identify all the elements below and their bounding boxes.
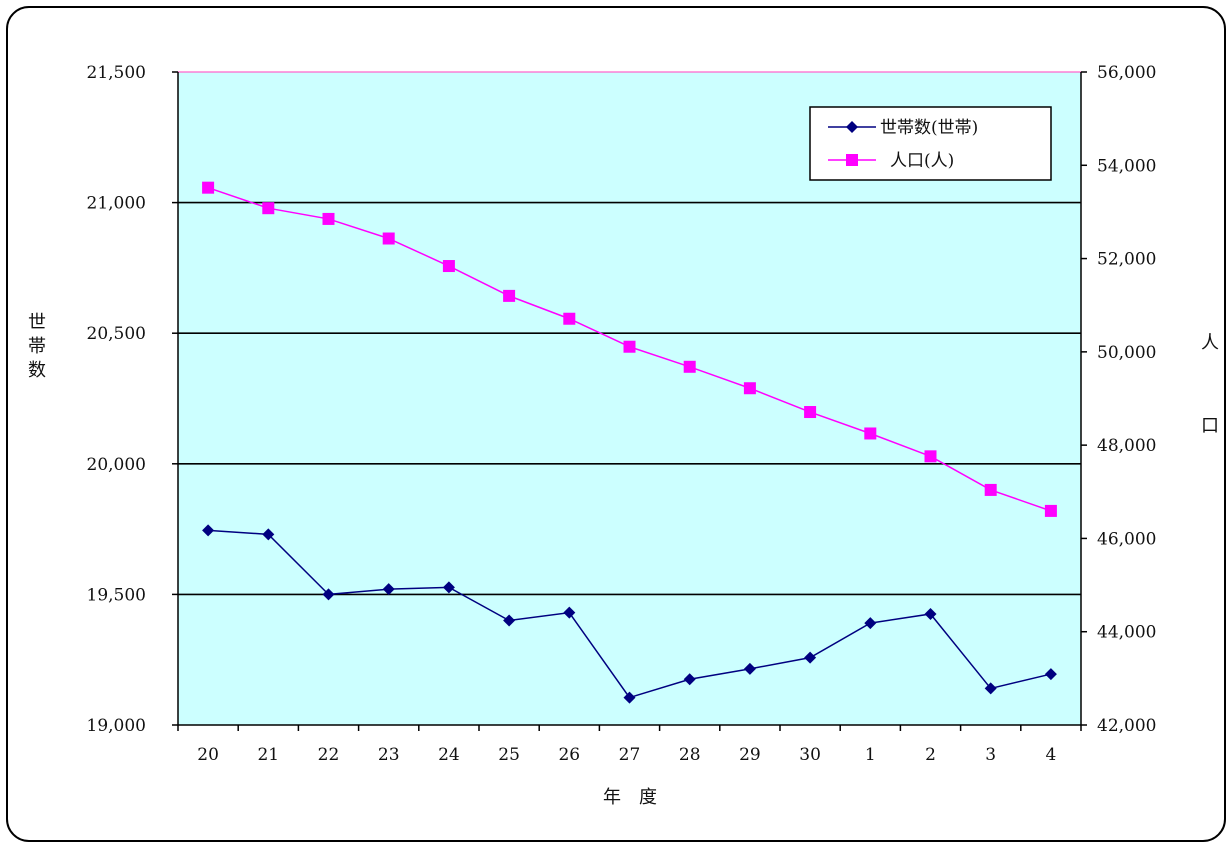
left-tick-label: 20,000 (87, 455, 146, 475)
data-point-households (202, 524, 215, 537)
data-point-population (202, 181, 215, 194)
x-axis-title: 年 度 (603, 787, 657, 808)
data-point-population (864, 427, 877, 440)
x-tick-label: 2 (925, 745, 936, 765)
legend: 世帯数(世帯) 人口(人) (809, 106, 1052, 181)
data-point-households (322, 588, 335, 601)
left-tick-label: 21,000 (87, 194, 146, 214)
x-tick-label: 24 (438, 745, 460, 765)
data-point-households (804, 651, 817, 664)
right-tick-label: 44,000 (1097, 623, 1156, 643)
left-tick-label: 20,500 (87, 324, 146, 344)
series-layer (202, 181, 1057, 704)
x-tick-label: 1 (865, 745, 876, 765)
axes (177, 72, 1082, 726)
right-tick-label: 54,000 (1097, 156, 1156, 176)
x-tick-label: 21 (257, 745, 279, 765)
x-tick-label: 28 (679, 745, 701, 765)
data-point-population (1044, 504, 1057, 517)
data-point-population (804, 406, 817, 419)
data-point-households (743, 662, 756, 675)
data-point-population (503, 289, 516, 302)
x-tick-label: 3 (985, 745, 996, 765)
data-point-population (984, 483, 997, 496)
data-point-households (984, 682, 997, 695)
data-point-population (262, 202, 275, 215)
x-tick-label: 29 (739, 745, 761, 765)
x-tick-label: 26 (558, 745, 580, 765)
x-tick-label: 27 (619, 745, 641, 765)
right-tick-label: 46,000 (1097, 529, 1156, 549)
data-point-population (563, 312, 576, 325)
data-point-population (743, 382, 756, 395)
x-tick-label: 23 (378, 745, 400, 765)
data-point-population (322, 212, 335, 225)
legend-box (809, 106, 1052, 181)
data-point-households (864, 617, 877, 630)
data-point-households (1044, 668, 1057, 681)
legend-marker-population (846, 154, 858, 166)
data-point-households (442, 581, 455, 594)
left-tick-label: 19,000 (87, 716, 146, 736)
right-tick-label: 52,000 (1097, 250, 1156, 270)
right-tick-label: 50,000 (1097, 343, 1156, 363)
x-tick-label: 30 (799, 745, 821, 765)
legend-label-population: 人口(人) (890, 151, 954, 171)
left-tick-label: 21,500 (87, 63, 146, 83)
data-point-population (683, 360, 696, 373)
data-point-population (382, 232, 395, 245)
legend-label-households: 世帯数(世帯) (880, 118, 978, 138)
data-point-households (382, 583, 395, 596)
x-tick-label: 4 (1045, 745, 1056, 765)
data-point-population (623, 340, 636, 353)
right-tick-label: 42,000 (1097, 716, 1156, 736)
left-axis-ticks: 19,000 19,500 20,000 20,500 21,000 21,500 (87, 63, 178, 736)
data-point-households (503, 614, 516, 627)
legend-marker-households (846, 121, 858, 133)
data-point-households (924, 607, 937, 620)
x-tick-label: 20 (197, 745, 219, 765)
left-tick-label: 19,500 (87, 585, 146, 605)
data-point-households (623, 691, 636, 704)
left-axis-title: 世帯数 (28, 312, 46, 381)
right-axis-ticks: 42,000 44,000 46,000 48,000 50,000 52,000 54,0… (1081, 63, 1156, 736)
data-point-households (563, 606, 576, 619)
data-point-population (924, 450, 937, 463)
x-tick-label: 25 (498, 745, 520, 765)
data-point-population (442, 260, 455, 273)
data-point-households (683, 673, 696, 686)
right-tick-label: 48,000 (1097, 436, 1156, 456)
x-tick-label: 22 (318, 745, 340, 765)
data-point-households (262, 528, 275, 541)
right-axis-title: 人口 (1201, 333, 1219, 437)
right-tick-label: 56,000 (1097, 63, 1156, 83)
x-axis-ticks: 20 21 22 23 24 25 26 27 28 29 30 1 2 3 4 (177, 725, 1082, 765)
